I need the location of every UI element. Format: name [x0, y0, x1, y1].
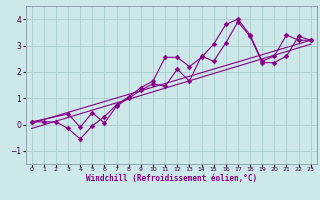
X-axis label: Windchill (Refroidissement éolien,°C): Windchill (Refroidissement éolien,°C) — [86, 174, 257, 183]
